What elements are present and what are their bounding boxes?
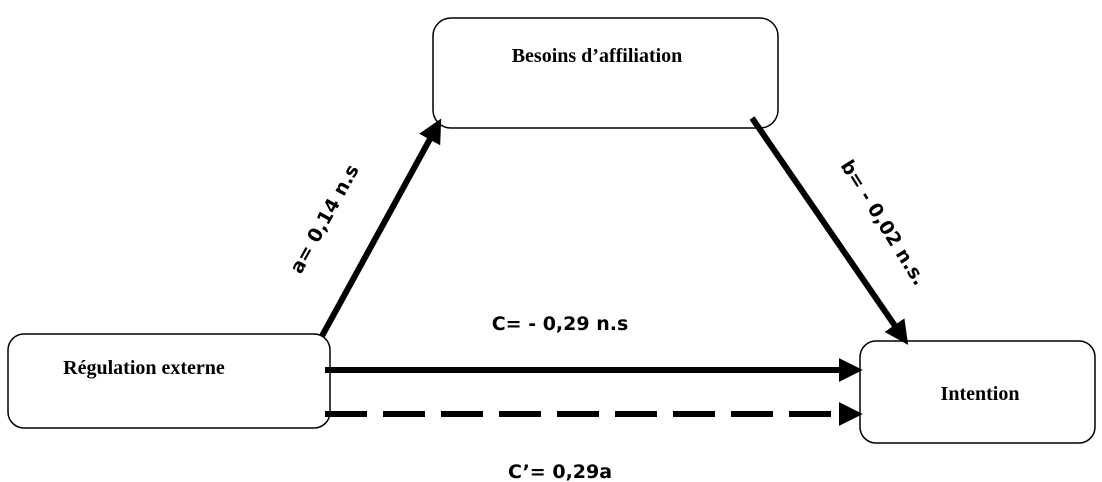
edges xyxy=(319,116,909,426)
edge-label: C’= 0,29a xyxy=(508,461,612,482)
arrow xyxy=(319,118,442,338)
node-box xyxy=(7,333,331,429)
node-label: Besoins d’affiliation xyxy=(512,45,683,67)
edge-label: b= - 0,02 n.s. xyxy=(836,156,931,289)
node-box xyxy=(432,17,779,129)
node-box xyxy=(859,340,1096,444)
node-label: Régulation externe xyxy=(63,357,225,379)
edge-label: a= 0,14 n.s xyxy=(286,161,364,277)
arrow xyxy=(749,116,909,345)
nodes: Besoins d’affiliation Régulation externe… xyxy=(7,17,1096,444)
node-label: Intention xyxy=(941,383,1020,405)
edge-label: C= - 0,29 n.s xyxy=(492,313,629,335)
